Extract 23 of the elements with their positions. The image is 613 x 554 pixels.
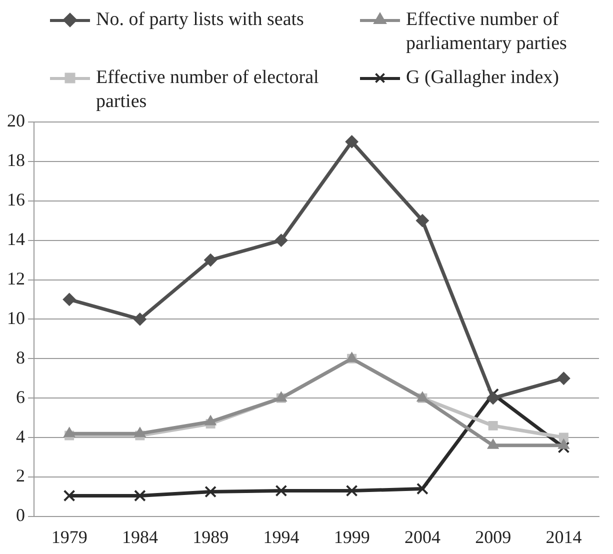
legend-label: G (Gallagher index) xyxy=(406,66,559,90)
x-tick-label: 2009 xyxy=(475,526,512,547)
x-tick-label: 2014 xyxy=(546,526,582,547)
y-tick-label: 0 xyxy=(16,505,25,526)
x-tick-label: 1999 xyxy=(334,526,370,547)
x-tick-label: 2004 xyxy=(404,526,440,547)
y-tick-label: 10 xyxy=(7,308,25,328)
y-tick-label: 12 xyxy=(7,268,25,288)
y-tick-label: 18 xyxy=(7,150,25,170)
y-tick-label: 6 xyxy=(16,386,25,407)
y-tick-label: 2 xyxy=(16,466,25,486)
y-tick-label: 4 xyxy=(16,426,25,446)
legend-label: No. of party lists with seats xyxy=(96,8,304,32)
y-tick-label: 14 xyxy=(7,229,25,250)
x-tick-label: 1994 xyxy=(263,526,300,547)
x-tick-label: 1984 xyxy=(122,526,158,547)
y-tick-label: 8 xyxy=(16,347,25,368)
y-tick-label: 20 xyxy=(7,110,25,131)
y-tick-label: 16 xyxy=(7,190,25,210)
x-tick-label: 1989 xyxy=(192,526,229,547)
legend-label: Effective number of parliamentary parties xyxy=(406,8,568,56)
x-tick-label: 1979 xyxy=(51,526,88,547)
legend-label: Effective number of electoral parties xyxy=(96,66,320,114)
